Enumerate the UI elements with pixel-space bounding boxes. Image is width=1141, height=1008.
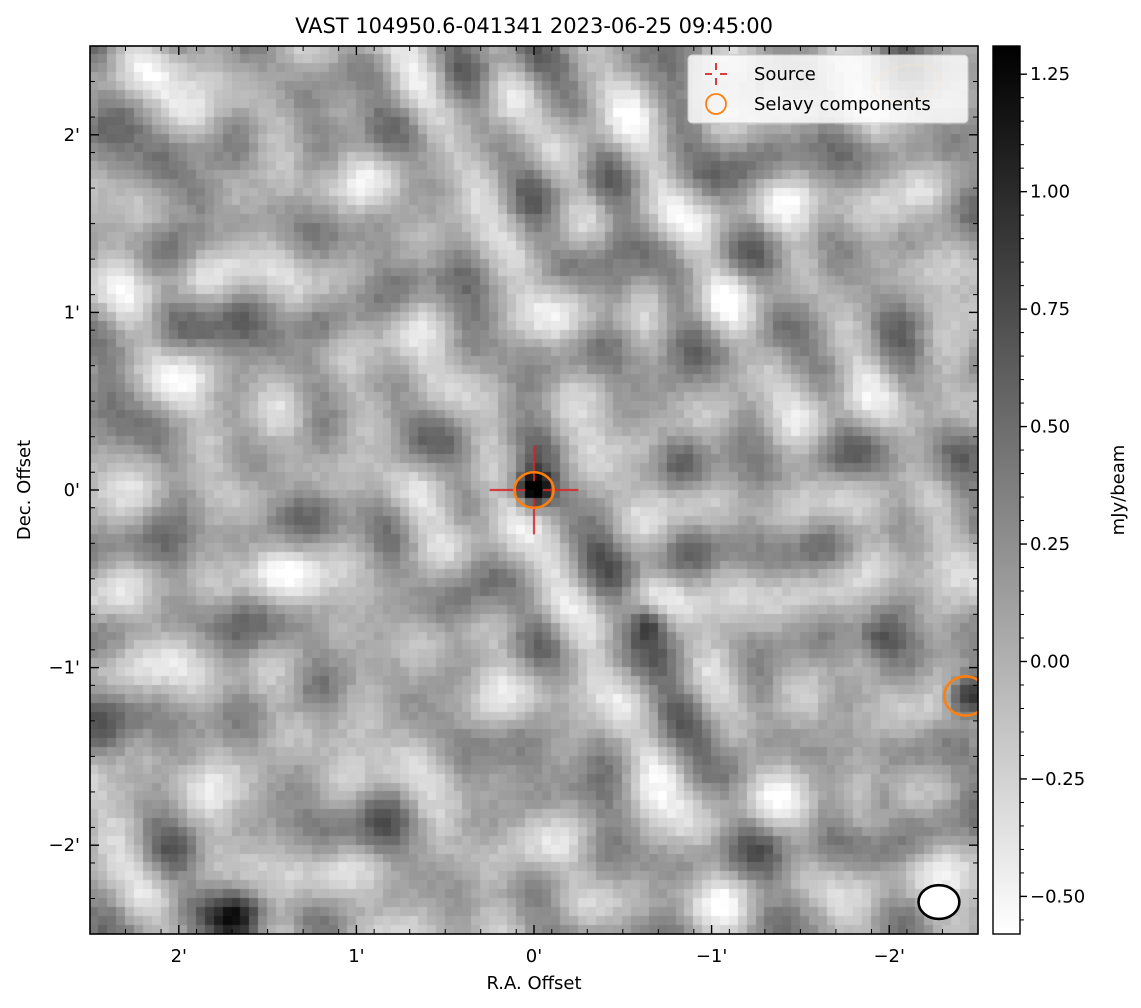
selavy-component-0 (513, 470, 555, 510)
colorbar-tick-label: −0.25 (1030, 769, 1085, 790)
x-tick-label: −2' (873, 946, 904, 967)
colorbar-ticks: 1.25 1.00 0.75 0.50 0.25 0.00 −0.25 −0.50 (1020, 64, 1085, 921)
legend-source-label: Source (754, 64, 816, 85)
y-tick-label: 1' (64, 302, 80, 323)
image-panel (90, 46, 978, 934)
legend-source-marker (705, 63, 727, 85)
x-axis-label: R.A. Offset (486, 973, 581, 994)
colorbar-tick-label: 1.00 (1030, 182, 1070, 203)
y-axis-label: Dec. Offset (14, 440, 35, 540)
colorbar-tick-label: 0.75 (1030, 299, 1070, 320)
colorbar-tick-label: 1.25 (1030, 64, 1070, 85)
legend-selavy-marker (705, 93, 727, 115)
legend: Source Selavy components (687, 54, 969, 124)
chart-title: VAST 104950.6-041341 2023-06-25 09:45:00 (295, 14, 773, 38)
y-tick-label: −1' (49, 658, 80, 679)
x-tick-label: −1' (696, 946, 727, 967)
x-tick-label: 1' (348, 946, 364, 967)
colorbar-tick-label: −0.50 (1030, 886, 1085, 907)
y-tick-label: 0' (64, 480, 80, 501)
colorbar-gradient (992, 45, 1021, 935)
x-tick-label: 0' (526, 946, 542, 967)
y-tick-label: −2' (49, 835, 80, 856)
x-axis: 2' 1' 0' −1' −2' (89, 46, 979, 967)
overlays (489, 63, 978, 921)
beam-ellipse (917, 883, 961, 921)
colorbar-label: mJy/beam (1108, 445, 1129, 536)
colorbar-tick-label: 0.50 (1030, 417, 1070, 438)
legend-selavy-label: Selavy components (754, 94, 931, 115)
y-axis: 2' 1' 0' −1' −2' (49, 45, 978, 935)
y-tick-label: 2' (64, 125, 80, 146)
colorbar-tick-label: 0.25 (1030, 534, 1070, 555)
colorbar-tick-label: 0.00 (1030, 651, 1070, 672)
x-tick-label: 2' (171, 946, 187, 967)
intensity-image (90, 46, 978, 934)
selavy-component-1 (942, 675, 978, 717)
colorbar: 1.25 1.00 0.75 0.50 0.25 0.00 −0.25 −0.50 mJy/b… (992, 45, 1129, 935)
source-marker (489, 445, 579, 535)
legend-box (687, 54, 969, 124)
